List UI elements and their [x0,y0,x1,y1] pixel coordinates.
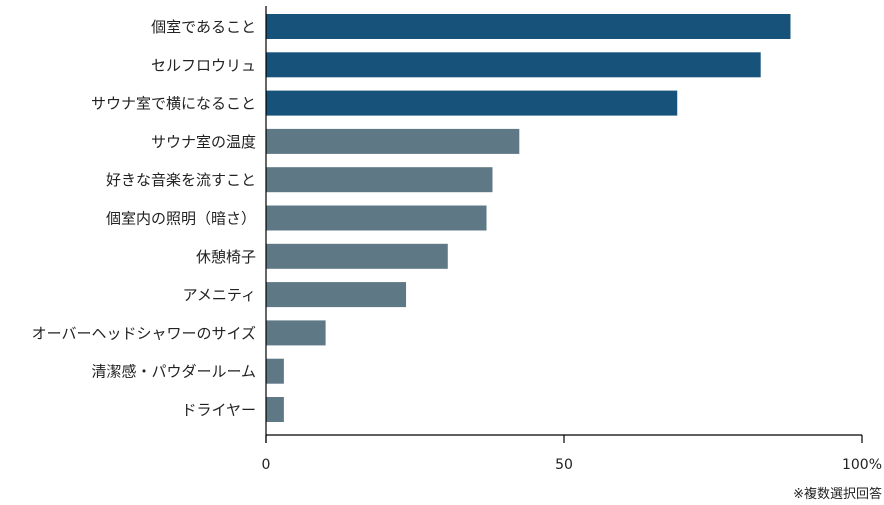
axis-group: 0 50 100% [262,6,882,473]
category-label: ドライヤー [181,401,256,419]
category-label: 休憩椅子 [196,248,256,266]
category-labels-group: 個室であることセルフロウリュサウナ室で横になることサウナ室の温度好きな音楽を流す… [32,18,256,419]
bar [266,397,284,422]
bar [266,52,761,78]
category-label: 個室であること [151,18,256,36]
bar [266,205,487,231]
category-label: サウナ室の温度 [151,133,256,151]
bar [266,282,407,308]
bar [266,90,678,116]
x-tick-label: 0 [262,457,271,473]
category-label: オーバーヘッドシャワーのサイズ [32,324,256,342]
x-tick-label: 50 [555,457,573,473]
category-label: 好きな音楽を流すこと [106,171,256,189]
category-label: サウナ室で横になること [91,95,256,113]
bars-group [266,14,791,422]
bar [266,358,284,384]
category-label: 清潔感・パウダールーム [91,363,256,381]
category-label: アメニティ [183,286,256,304]
category-label: 個室内の照明（暗さ） [106,210,256,228]
bar [266,243,448,269]
footnote: ※複数選択回答 [793,486,882,502]
bar [266,14,791,39]
category-label: セルフロウリュ [151,56,256,74]
bar [266,320,326,346]
bar [266,167,493,193]
bar [266,128,520,154]
x-tick-label: 100% [842,457,882,473]
